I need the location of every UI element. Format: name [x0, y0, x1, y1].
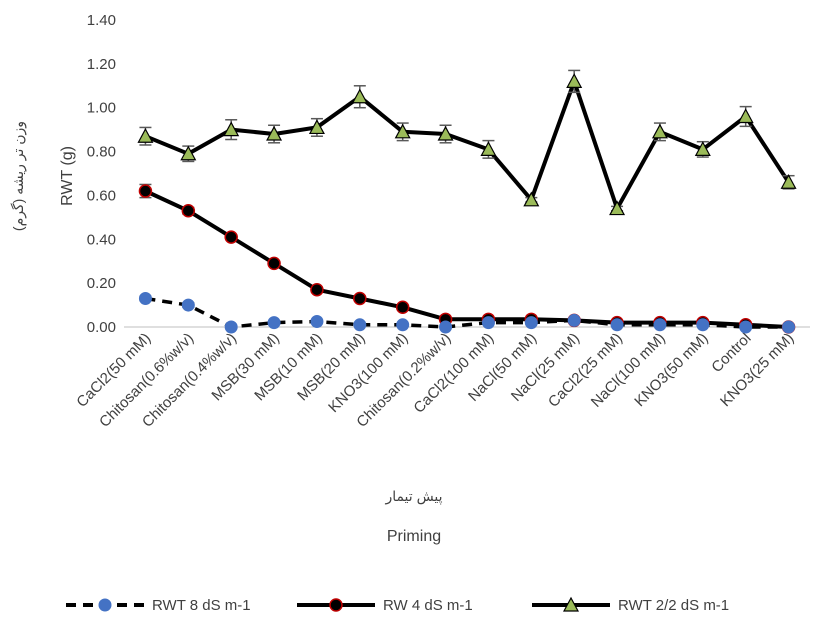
data-point: [353, 291, 367, 306]
data-point: [651, 123, 668, 139]
x-category-labels: CaCl2(50 mM)Chitosan(0.6%w/v)Chitosan(0.…: [73, 330, 797, 431]
series-2: [137, 69, 797, 216]
series-1: [138, 183, 796, 334]
legend-label: RWT 2/2 dS m-1: [618, 597, 729, 614]
y-tick-label: 0.00: [87, 319, 116, 336]
data-point: [223, 121, 240, 137]
data-point: [310, 282, 324, 297]
y-tick-labels: 0.00 0.20 0.40 0.60 0.80 1.00 1.20 1.40: [87, 12, 116, 336]
data-point: [566, 73, 583, 89]
y-tick-label: 1.40: [87, 12, 116, 29]
data-point: [224, 320, 238, 334]
data-point: [782, 320, 796, 334]
data-point: [437, 125, 454, 141]
x-category-label: CaCl2(50 mM): [73, 330, 154, 411]
data-point: [480, 141, 497, 156]
y-tick-label: 0.40: [87, 231, 116, 248]
data-point: [267, 256, 281, 271]
data-point: [439, 320, 453, 334]
data-point: [351, 88, 368, 104]
data-point: [609, 200, 626, 216]
axis-titles: RWT (g) وزن تر ریشه (گرم) پیش تیمار Prim…: [10, 121, 443, 545]
data-point: [266, 125, 283, 141]
data-point: [523, 191, 540, 207]
data-point: [481, 316, 495, 330]
y-axis-title: RWT (g): [59, 146, 76, 206]
data-point: [653, 318, 667, 332]
legend-marker: [98, 598, 112, 612]
series-layer: [137, 69, 797, 334]
y-tick-label: 1.00: [87, 100, 116, 117]
data-point: [181, 204, 196, 218]
legend-label: RWT 8 dS m-1: [152, 597, 251, 614]
data-point: [310, 315, 324, 329]
data-point: [224, 230, 238, 244]
legend-item-0: RWT 8 dS m-1: [66, 597, 251, 614]
data-point: [395, 300, 410, 315]
data-point: [780, 174, 797, 189]
legend-item-2: RWT 2/2 dS m-1: [532, 596, 729, 614]
y-axis-title-persian: وزن تر ریشه (گرم): [10, 121, 27, 231]
legend-label: RW 4 dS m-1: [383, 597, 473, 614]
data-point: [308, 119, 325, 135]
data-point: [610, 318, 624, 332]
legend: RWT 8 dS m-1 RW 4 dS m-1 RWT 2/2 dS m-1: [66, 596, 729, 614]
series-line: [144, 79, 791, 211]
data-point: [739, 320, 753, 334]
y-tick-label: 1.20: [87, 56, 116, 73]
data-point: [696, 318, 710, 332]
y-tick-label: 0.20: [87, 275, 116, 292]
y-tick-label: 0.60: [87, 187, 116, 204]
x-category-label: NaCl(100 mM): [588, 330, 669, 411]
data-point: [353, 318, 367, 332]
data-point: [138, 291, 152, 305]
series-line: [145, 296, 789, 329]
y-tick-label: 0.80: [87, 144, 116, 161]
x-category-label: CaCl2(25 mM): [545, 330, 626, 411]
legend-item-1: RW 4 dS m-1: [297, 597, 473, 614]
data-point: [181, 298, 195, 312]
series-0: [138, 291, 796, 334]
x-axis-title-persian: پیش تیمار: [384, 488, 442, 505]
legend-marker: [329, 598, 343, 612]
data-point: [394, 123, 411, 139]
data-point: [737, 108, 754, 124]
series-line: [144, 189, 789, 329]
data-point: [396, 318, 410, 332]
data-point: [267, 316, 281, 330]
legend-marker: [562, 596, 580, 612]
data-point: [138, 184, 153, 198]
x-axis-title: Priming: [387, 528, 441, 545]
data-point: [524, 316, 538, 330]
data-point: [180, 145, 197, 161]
data-point: [567, 313, 581, 327]
data-point: [137, 127, 154, 143]
data-point: [694, 141, 711, 156]
